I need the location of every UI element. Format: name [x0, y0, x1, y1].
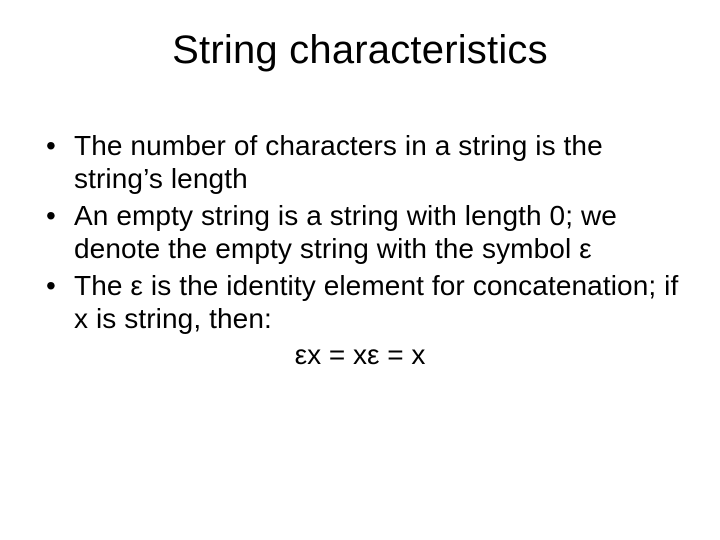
bullet-item: The number of characters in a string is …: [44, 129, 680, 195]
equation-text: εx = xε = x: [40, 339, 680, 371]
bullet-item: An empty string is a string with length …: [44, 199, 680, 265]
bullet-item: The ε is the identity element for concat…: [44, 269, 680, 335]
slide: String characteristics The number of cha…: [0, 0, 720, 540]
bullet-list: The number of characters in a string is …: [40, 129, 680, 335]
slide-title: String characteristics: [40, 28, 680, 73]
